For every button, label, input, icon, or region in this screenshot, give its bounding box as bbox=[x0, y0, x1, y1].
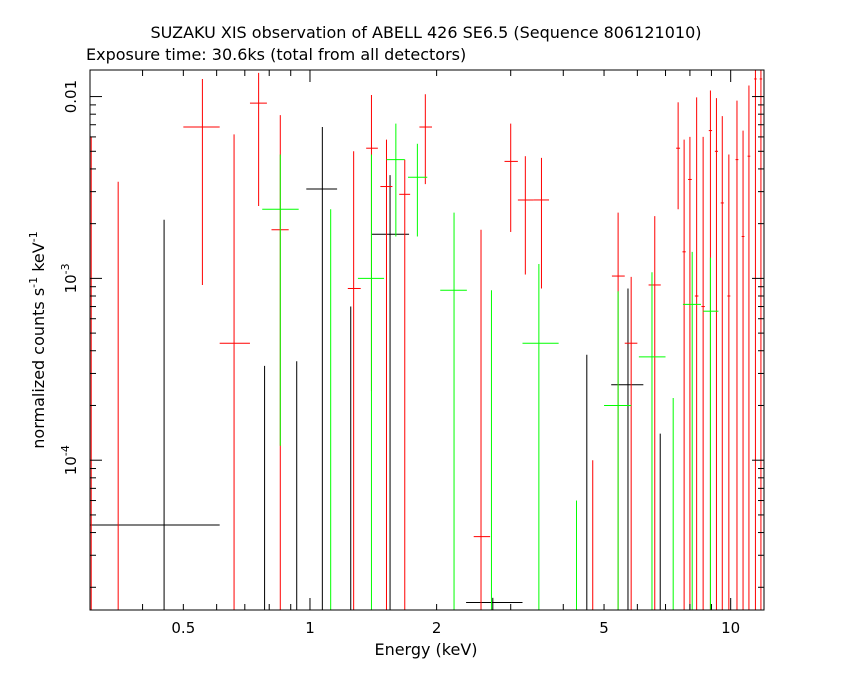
tick-marks bbox=[89, 70, 764, 610]
data-point bbox=[249, 72, 267, 207]
y-tick-label-base: 0.01 bbox=[62, 80, 80, 113]
y-axis-label: normalized counts s-1 keV-1 bbox=[27, 231, 48, 448]
x-axis-label: Energy (keV) bbox=[374, 640, 477, 659]
data-point bbox=[759, 70, 763, 610]
y-tick-label-exponent: -4 bbox=[59, 445, 72, 456]
data-point bbox=[504, 123, 518, 232]
y-tick-labels: 10-410-30.01 bbox=[59, 80, 80, 475]
data-point bbox=[366, 95, 378, 392]
x-tick-label: 10 bbox=[721, 619, 740, 637]
data-point bbox=[399, 159, 411, 610]
data-point bbox=[688, 136, 692, 610]
y-axis-label-sup1: -1 bbox=[27, 277, 40, 288]
x-tick-label: 2 bbox=[432, 619, 442, 637]
data-point bbox=[466, 597, 523, 610]
data-point bbox=[735, 100, 739, 610]
data-point bbox=[371, 175, 410, 610]
plot-frame bbox=[89, 69, 765, 611]
data-point bbox=[714, 98, 719, 610]
data-point bbox=[747, 85, 751, 610]
data-point bbox=[408, 143, 428, 237]
data-point bbox=[386, 123, 405, 237]
data-point bbox=[357, 154, 385, 610]
data-point bbox=[754, 70, 757, 610]
data-point bbox=[347, 151, 361, 610]
data-point bbox=[611, 288, 644, 610]
data-point bbox=[219, 134, 250, 610]
x-tick-label: 0.5 bbox=[171, 619, 195, 637]
data-point bbox=[648, 216, 661, 610]
data-point bbox=[90, 219, 220, 610]
data-point bbox=[306, 127, 338, 610]
y-tick-label-base: 10 bbox=[62, 456, 80, 475]
x-tick-label: 1 bbox=[305, 619, 315, 637]
y-axis-label-main: normalized counts s bbox=[29, 288, 48, 449]
axis-ticks bbox=[89, 70, 764, 610]
data-points bbox=[90, 70, 763, 610]
x-tick-labels: 0.5 1 2 5 10 bbox=[171, 619, 740, 637]
data-point bbox=[517, 156, 534, 275]
chart-title: SUZAKU XIS observation of ABELL 426 SE6.… bbox=[151, 23, 702, 42]
data-point bbox=[682, 139, 686, 610]
data-point bbox=[694, 97, 699, 610]
data-point bbox=[183, 78, 220, 285]
y-tick-label: 0.01 bbox=[62, 80, 80, 113]
data-point bbox=[440, 212, 467, 610]
y-tick-label: 10-4 bbox=[59, 445, 80, 475]
data-point bbox=[604, 291, 632, 610]
data-point bbox=[682, 251, 701, 610]
data-point bbox=[727, 154, 731, 610]
y-tick-label-exponent: -3 bbox=[59, 263, 72, 274]
x-tick-label: 5 bbox=[599, 619, 609, 637]
y-tick-label: 10-3 bbox=[59, 263, 80, 293]
data-point bbox=[522, 263, 559, 610]
chart-subtitle: Exposure time: 30.6ks (total from all de… bbox=[86, 45, 466, 64]
data-point bbox=[701, 136, 705, 610]
y-axis-label-sup2: -1 bbox=[27, 231, 40, 242]
data-point bbox=[741, 130, 745, 610]
data-point bbox=[624, 276, 638, 610]
data-point bbox=[676, 102, 681, 210]
data-point bbox=[703, 257, 719, 610]
data-point bbox=[638, 272, 666, 610]
y-tick-label-base: 10 bbox=[62, 274, 80, 293]
data-point bbox=[262, 154, 299, 446]
data-point bbox=[419, 94, 432, 185]
data-point bbox=[473, 229, 491, 610]
data-point bbox=[720, 116, 724, 610]
data-point bbox=[380, 139, 393, 610]
data-point bbox=[533, 157, 550, 289]
y-axis-label-mid: keV bbox=[29, 242, 48, 277]
